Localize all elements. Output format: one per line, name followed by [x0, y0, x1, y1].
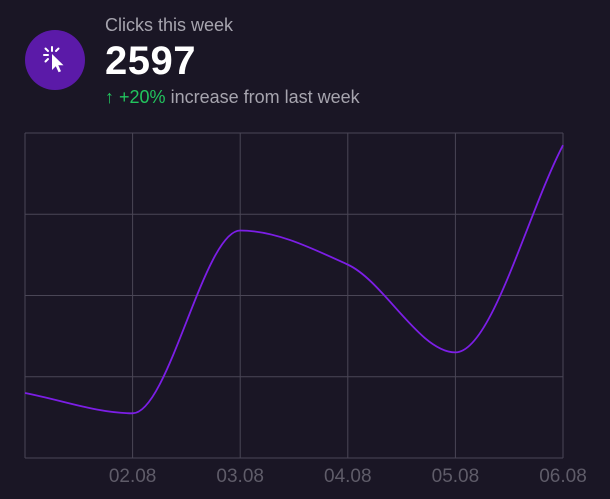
x-tick-label: 04.08 — [324, 466, 372, 487]
x-tick-label: 06.08 — [539, 466, 587, 487]
x-tick-label: 05.08 — [432, 466, 480, 487]
change-percent: +20% — [119, 87, 166, 107]
change-text: increase from last week — [170, 87, 360, 107]
cursor-click-glyph — [43, 46, 64, 73]
cursor-click-icon — [25, 30, 85, 90]
series-line — [24, 144, 564, 415]
arrow-up-icon: ↑ — [105, 87, 114, 107]
x-tick-label: 03.08 — [216, 466, 264, 487]
metric-value: 2597 — [105, 39, 196, 83]
metric-label: Clicks this week — [105, 15, 234, 35]
metric-change: ↑ +20% increase from last week — [105, 86, 360, 108]
x-tick-label: 02.08 — [109, 466, 157, 487]
metric-header: Clicks this week 2597 ↑ +20% increase fr… — [105, 14, 360, 108]
